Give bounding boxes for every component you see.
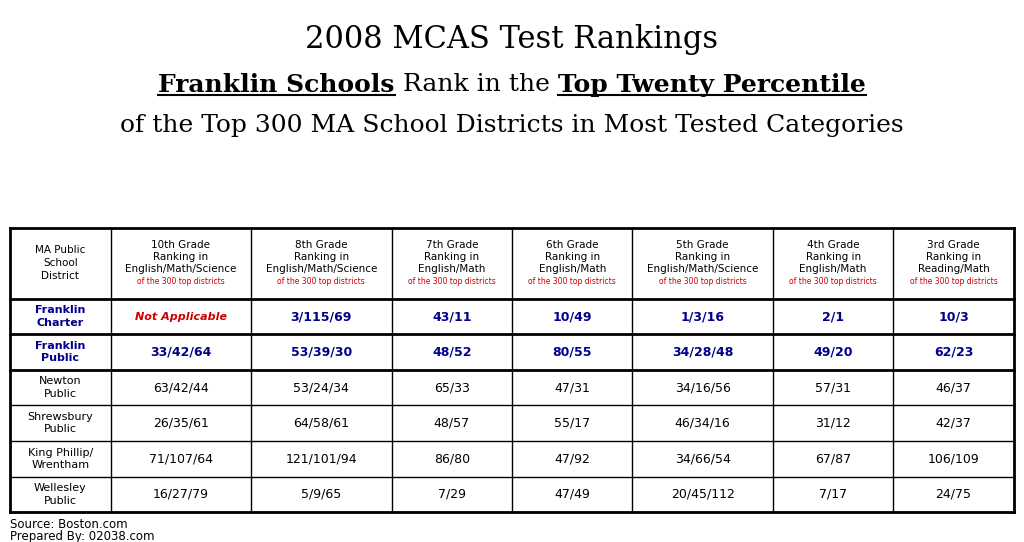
Text: English/Math/Science: English/Math/Science [265, 264, 377, 274]
Text: of the 300 top districts: of the 300 top districts [137, 276, 224, 286]
Text: Franklin Schools: Franklin Schools [159, 73, 395, 97]
Text: 43/11: 43/11 [432, 310, 471, 323]
Text: 65/33: 65/33 [434, 381, 470, 394]
Text: 49/20: 49/20 [813, 346, 853, 359]
Text: of the 300 top districts: of the 300 top districts [408, 276, 496, 286]
Text: Rank in the: Rank in the [395, 73, 558, 96]
Text: 34/66/54: 34/66/54 [675, 453, 730, 466]
Text: Reading/Math: Reading/Math [918, 264, 989, 274]
Text: English/Math: English/Math [800, 264, 866, 274]
Text: 4th Grade: 4th Grade [807, 240, 859, 250]
Text: 63/42/44: 63/42/44 [153, 381, 209, 394]
Text: 26/35/61: 26/35/61 [153, 417, 209, 430]
Text: 53/24/34: 53/24/34 [294, 381, 349, 394]
Text: 121/101/94: 121/101/94 [286, 453, 357, 466]
Text: 86/80: 86/80 [434, 453, 470, 466]
Text: English/Math/Science: English/Math/Science [125, 264, 237, 274]
Text: 57/31: 57/31 [815, 381, 851, 394]
Text: 31/12: 31/12 [815, 417, 851, 430]
Text: 46/37: 46/37 [936, 381, 972, 394]
Text: 20/45/112: 20/45/112 [671, 488, 734, 501]
Text: MA Public
School
District: MA Public School District [35, 245, 86, 281]
Text: 48/57: 48/57 [434, 417, 470, 430]
Text: English/Math: English/Math [539, 264, 606, 274]
Text: 1/3/16: 1/3/16 [681, 310, 725, 323]
Text: 64/58/61: 64/58/61 [293, 417, 349, 430]
Text: 2008 MCAS Test Rankings: 2008 MCAS Test Rankings [305, 24, 719, 55]
Text: English/Math/Science: English/Math/Science [647, 264, 759, 274]
Text: 47/92: 47/92 [554, 453, 590, 466]
Text: Newton
Public: Newton Public [39, 377, 82, 399]
Text: of the 300 top districts: of the 300 top districts [909, 276, 997, 286]
Text: Ranking in: Ranking in [806, 252, 861, 262]
Text: Ranking in: Ranking in [294, 252, 349, 262]
Text: 10/3: 10/3 [938, 310, 969, 323]
Text: Wellesley
Public: Wellesley Public [34, 483, 87, 506]
Text: 80/55: 80/55 [553, 346, 592, 359]
Text: Source: Boston.com: Source: Boston.com [10, 518, 128, 531]
Text: 42/37: 42/37 [936, 417, 972, 430]
Text: 7/17: 7/17 [819, 488, 847, 501]
Text: Ranking in: Ranking in [424, 252, 479, 262]
Text: 47/49: 47/49 [554, 488, 590, 501]
Text: 6th Grade: 6th Grade [546, 240, 598, 250]
Text: of the 300 top districts: of the 300 top districts [278, 276, 366, 286]
Text: 3/115/69: 3/115/69 [291, 310, 352, 323]
Text: 34/28/48: 34/28/48 [672, 346, 733, 359]
Text: 71/107/64: 71/107/64 [148, 453, 213, 466]
Text: 10th Grade: 10th Grade [152, 240, 210, 250]
Text: 62/23: 62/23 [934, 346, 973, 359]
Text: of the 300 top districts: of the 300 top districts [528, 276, 616, 286]
Text: 24/75: 24/75 [936, 488, 972, 501]
Text: 46/34/16: 46/34/16 [675, 417, 730, 430]
Text: 53/39/30: 53/39/30 [291, 346, 352, 359]
Text: 47/31: 47/31 [554, 381, 590, 394]
Text: Ranking in: Ranking in [154, 252, 209, 262]
Text: Ranking in: Ranking in [675, 252, 730, 262]
Text: Top Twenty Percentile: Top Twenty Percentile [558, 73, 865, 97]
Text: 8th Grade: 8th Grade [295, 240, 347, 250]
Text: 16/27/79: 16/27/79 [153, 488, 209, 501]
Text: 3rd Grade: 3rd Grade [928, 240, 980, 250]
Text: 5th Grade: 5th Grade [677, 240, 729, 250]
Text: 67/87: 67/87 [815, 453, 851, 466]
Text: 10/49: 10/49 [553, 310, 592, 323]
Text: Ranking in: Ranking in [545, 252, 600, 262]
Text: of the 300 top districts: of the 300 top districts [658, 276, 746, 286]
Text: 33/42/64: 33/42/64 [151, 346, 212, 359]
Text: 34/16/56: 34/16/56 [675, 381, 730, 394]
Text: Franklin
Public: Franklin Public [35, 341, 86, 363]
Text: of the Top 300 MA School Districts in Most Tested Categories: of the Top 300 MA School Districts in Mo… [120, 114, 904, 137]
Text: 2/1: 2/1 [822, 310, 844, 323]
Text: Not Applicable: Not Applicable [135, 312, 227, 321]
Text: English/Math: English/Math [418, 264, 485, 274]
Text: Ranking in: Ranking in [926, 252, 981, 262]
Text: of the 300 top districts: of the 300 top districts [790, 276, 877, 286]
Text: 7th Grade: 7th Grade [426, 240, 478, 250]
Text: Shrewsbury
Public: Shrewsbury Public [28, 412, 93, 435]
Text: 106/109: 106/109 [928, 453, 979, 466]
Text: 7/29: 7/29 [438, 488, 466, 501]
Text: 48/52: 48/52 [432, 346, 471, 359]
Text: 55/17: 55/17 [554, 417, 590, 430]
Text: King Phillip/
Wrentham: King Phillip/ Wrentham [28, 448, 93, 470]
Text: Franklin
Charter: Franklin Charter [35, 305, 86, 328]
Text: Prepared By: 02038.com: Prepared By: 02038.com [10, 530, 155, 542]
Text: 5/9/65: 5/9/65 [301, 488, 341, 501]
